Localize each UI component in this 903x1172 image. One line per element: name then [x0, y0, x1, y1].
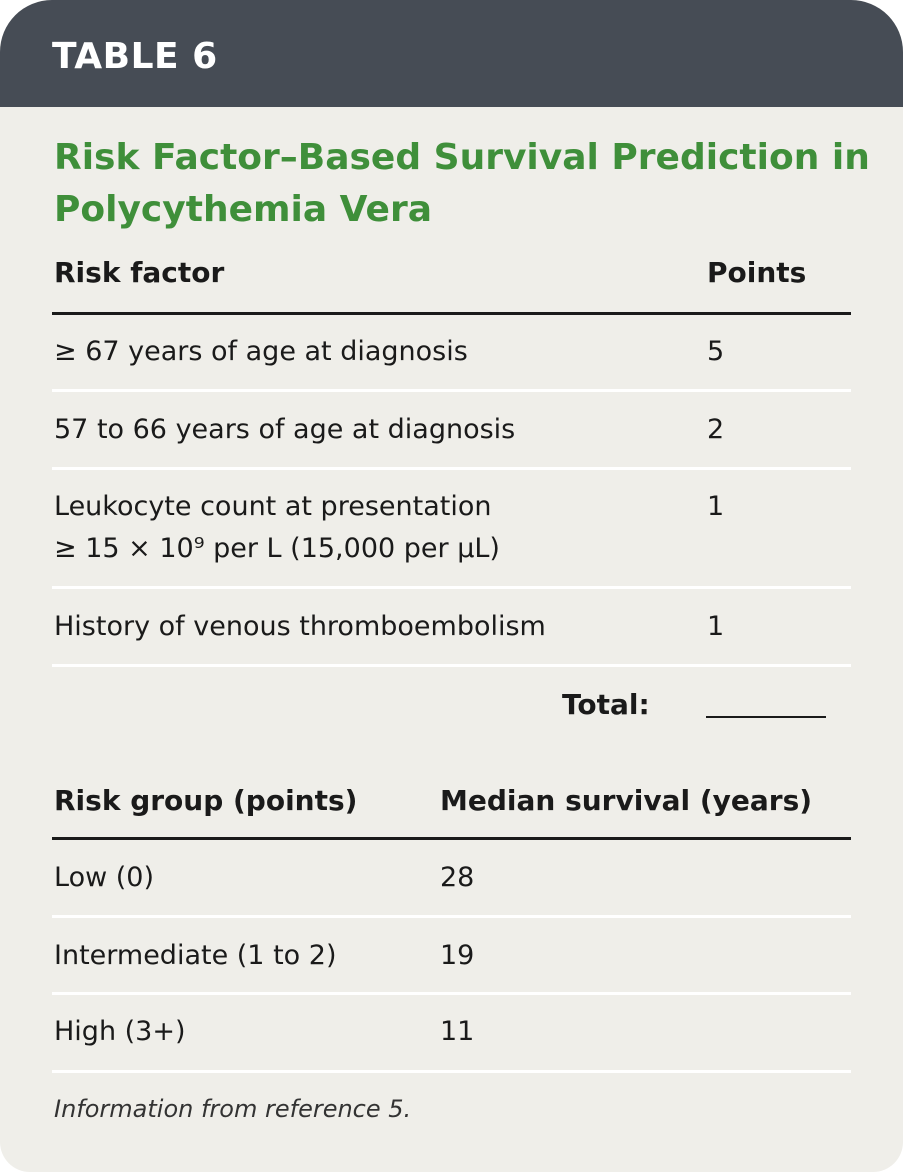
- points-cell: 1: [707, 611, 725, 642]
- points-cell: 5: [707, 336, 725, 367]
- risk-factor-cell: ≥ 67 years of age at diagnosis: [54, 336, 468, 367]
- points-cell: 1: [707, 491, 725, 522]
- survival-cell: 19: [440, 940, 475, 971]
- row-separator: [52, 992, 851, 995]
- survival-cell: 28: [440, 862, 475, 893]
- row-separator: [52, 586, 851, 589]
- risk-factor-cell: Leukocyte count at presentation: [54, 491, 492, 522]
- survival-cell: 11: [440, 1016, 475, 1047]
- column-header-risk-group: Risk group (points): [54, 784, 358, 817]
- total-blank-line: [706, 716, 826, 718]
- header-rule: [52, 837, 851, 840]
- column-header-risk-factor: Risk factor: [54, 256, 225, 289]
- footnote: Information from reference 5.: [54, 1095, 412, 1123]
- risk-factor-cell-line2: ≥ 15 × 10⁹ per L (15,000 per µL): [54, 533, 500, 564]
- table-title: Risk Factor–Based Survival Prediction in…: [54, 137, 870, 230]
- row-separator: [52, 915, 851, 918]
- risk-group-cell: High (3+): [54, 1016, 186, 1047]
- row-separator: [52, 389, 851, 392]
- table-header-bar: TABLE 6: [0, 0, 903, 107]
- row-separator: [52, 1070, 851, 1073]
- column-header-median-survival: Median survival (years): [440, 784, 813, 817]
- risk-group-cell: Intermediate (1 to 2): [54, 940, 337, 971]
- header-rule: [52, 312, 851, 315]
- column-header-points: Points: [707, 256, 807, 289]
- row-separator: [52, 467, 851, 470]
- total-label: Total:: [562, 688, 650, 721]
- risk-factor-cell: 57 to 66 years of age at diagnosis: [54, 414, 516, 445]
- risk-factor-cell: History of venous thromboembolism: [54, 611, 546, 642]
- points-cell: 2: [707, 414, 725, 445]
- row-separator: [52, 664, 851, 667]
- risk-group-cell: Low (0): [54, 862, 154, 893]
- table-label: TABLE 6: [52, 36, 218, 77]
